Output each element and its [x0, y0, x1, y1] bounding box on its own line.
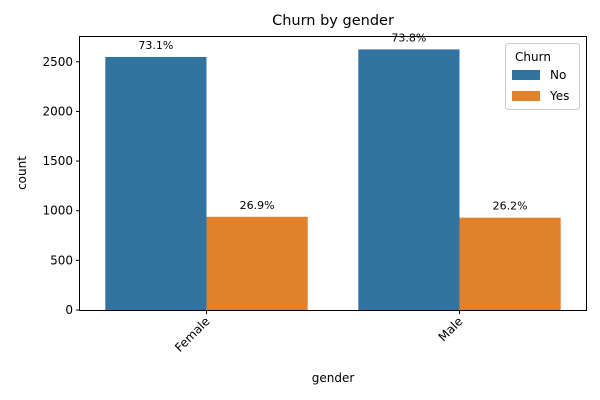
legend-swatch-yes: [512, 91, 540, 101]
x-tick-label-female: Female: [172, 314, 213, 355]
chart-title: Churn by gender: [272, 13, 394, 29]
legend-swatch-no: [512, 70, 540, 80]
y-tick-label: 1500: [42, 154, 73, 168]
y-axis-label: count: [15, 156, 29, 190]
plot-frame: [79, 36, 587, 311]
bar-male-no: [358, 49, 460, 311]
legend-title: Churn: [515, 50, 551, 64]
y-tick-label: 2000: [42, 104, 73, 118]
y-tick-label: 0: [65, 303, 73, 317]
y-tick-label: 1000: [42, 204, 73, 218]
bar-male-yes: [459, 217, 561, 310]
data-label-male-no: 73.8%: [391, 31, 426, 44]
data-label-female-no: 73.1%: [138, 39, 173, 52]
bar-female-yes: [206, 216, 308, 310]
data-label-male-yes: 26.2%: [493, 200, 528, 213]
x-tick-label-male: Male: [436, 314, 466, 344]
data-label-female-yes: 26.9%: [240, 199, 275, 212]
legend: Churn No Yes: [505, 43, 580, 110]
y-axis: 0 500 1000 1500 2000 2500: [42, 55, 80, 317]
x-axis: Female Male: [172, 310, 466, 355]
data-labels-layer: 73.1% 73.8% 26.9% 26.2%: [138, 31, 527, 212]
bars-layer: [105, 49, 561, 311]
legend-label-no: No: [550, 68, 566, 82]
x-axis-label: gender: [312, 371, 355, 385]
y-tick-label: 500: [50, 253, 73, 267]
legend-label-yes: Yes: [549, 89, 569, 103]
y-tick-label: 2500: [42, 55, 73, 69]
legend-items: No Yes: [512, 68, 569, 103]
bar-female-no: [105, 56, 207, 310]
